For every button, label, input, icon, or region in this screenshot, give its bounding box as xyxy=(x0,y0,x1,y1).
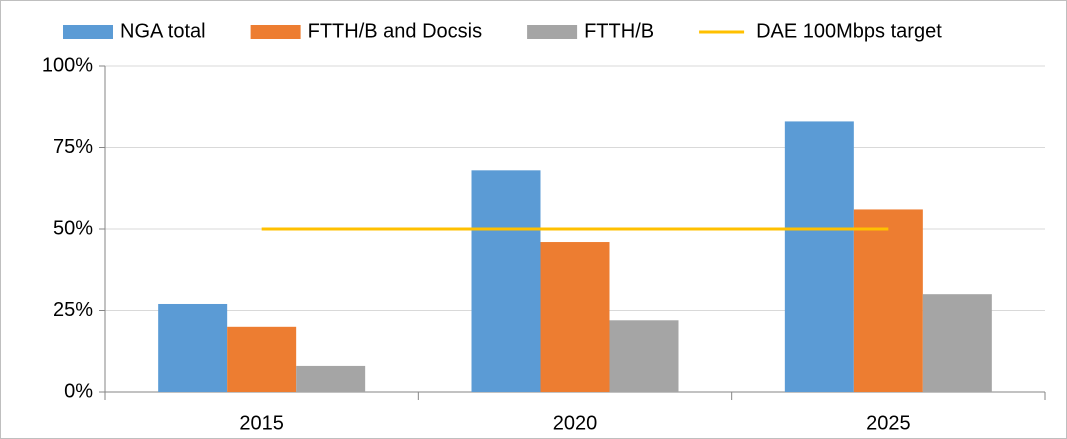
x-tick-label: 2015 xyxy=(239,412,284,434)
bar xyxy=(784,121,854,393)
y-tick-label: 75% xyxy=(53,136,93,158)
bar xyxy=(158,303,228,392)
x-tick-label: 2020 xyxy=(553,412,598,434)
legend-swatch xyxy=(250,25,301,39)
y-tick-label: 0% xyxy=(64,380,93,402)
y-tick-label: 25% xyxy=(53,299,93,321)
legend-label: FTTH/B and Docsis xyxy=(308,20,482,42)
bar xyxy=(540,242,610,392)
bar xyxy=(853,209,923,392)
x-tick-label: 2025 xyxy=(866,412,911,434)
legend-label: FTTH/B xyxy=(584,20,654,42)
bar xyxy=(296,365,366,392)
y-tick-label: 100% xyxy=(42,54,93,76)
bar xyxy=(227,326,297,392)
legend-label: NGA total xyxy=(120,20,206,42)
legend-label: DAE 100Mbps target xyxy=(756,20,942,42)
y-tick-label: 50% xyxy=(53,217,93,239)
bar xyxy=(609,320,679,392)
bar xyxy=(922,294,992,392)
bar xyxy=(471,170,541,392)
legend-swatch xyxy=(527,25,578,39)
legend-swatch xyxy=(63,25,113,39)
